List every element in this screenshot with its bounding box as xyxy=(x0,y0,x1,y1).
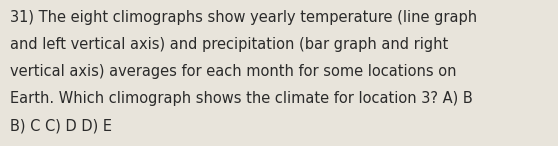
Text: Earth. Which climograph shows the climate for location 3? A) B: Earth. Which climograph shows the climat… xyxy=(10,91,473,106)
Text: B) C C) D D) E: B) C C) D D) E xyxy=(10,118,112,133)
Text: and left vertical axis) and precipitation (bar graph and right: and left vertical axis) and precipitatio… xyxy=(10,37,448,52)
Text: 31) The eight climographs show yearly temperature (line graph: 31) The eight climographs show yearly te… xyxy=(10,10,477,25)
Text: vertical axis) averages for each month for some locations on: vertical axis) averages for each month f… xyxy=(10,64,456,79)
